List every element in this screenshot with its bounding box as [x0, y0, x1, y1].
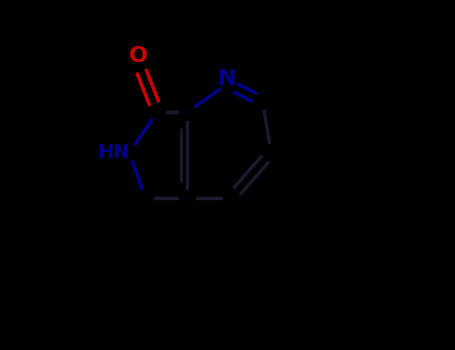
Text: HN: HN: [97, 143, 130, 162]
Text: O: O: [129, 46, 148, 66]
Text: N: N: [218, 69, 237, 89]
